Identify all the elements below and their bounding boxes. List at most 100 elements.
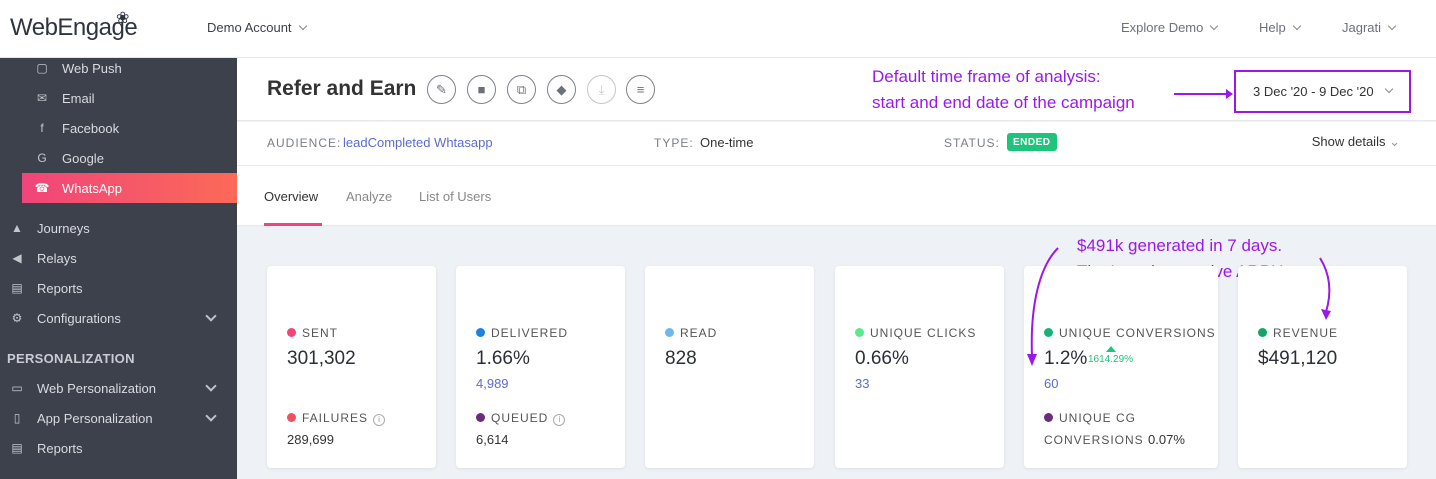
- tab-overview[interactable]: Overview: [264, 189, 319, 204]
- unique-clicks-value: 0.66%: [855, 348, 909, 369]
- pencil-icon: ✎: [436, 81, 447, 97]
- failures-label: FAILURES i: [287, 411, 386, 426]
- sidebar-item-web-personalization[interactable]: ▭ Web Personalization: [0, 373, 237, 403]
- report-icon: ▤: [11, 441, 23, 455]
- rocket-icon: ▲: [11, 221, 23, 235]
- sidebar-item-email[interactable]: ✉ Email: [0, 83, 237, 113]
- read-dot: [665, 328, 674, 337]
- chevron-down-icon: [205, 410, 217, 422]
- chevron-down-icon: [1384, 84, 1393, 93]
- tab-list-of-users[interactable]: List of Users: [419, 189, 492, 204]
- bird-icon: ❀: [116, 10, 129, 27]
- sidebar-item-relays[interactable]: ◀ Relays: [0, 243, 237, 273]
- sidebar-item-reports[interactable]: ▤ Reports: [0, 273, 237, 303]
- failures-value: 289,699: [287, 432, 334, 447]
- envelope-icon: ✉: [36, 91, 48, 105]
- notes-button[interactable]: ≡: [626, 75, 655, 104]
- uplift-indicator: 1614.29%: [1088, 346, 1133, 365]
- browser-icon: ▢: [36, 61, 48, 75]
- megaphone-icon: ◀: [12, 251, 22, 265]
- copy-icon: ⧉: [516, 81, 527, 97]
- mobile-icon: ▯: [13, 411, 21, 425]
- google-icon: G: [37, 151, 47, 165]
- audience-label: AUDIENCE:: [267, 136, 342, 150]
- failures-dot: [287, 413, 296, 422]
- tab-analyze[interactable]: Analyze: [346, 189, 393, 204]
- status-badge: ENDED: [1007, 133, 1057, 151]
- duplicate-button[interactable]: ⧉: [507, 75, 536, 104]
- delivered-count[interactable]: 4,989: [476, 376, 509, 391]
- info-icon[interactable]: i: [553, 413, 566, 426]
- delete-button[interactable]: ■: [467, 75, 496, 104]
- revenue-value: $491,120: [1258, 348, 1338, 369]
- tab-bar: Overview Analyze List of Users: [237, 166, 1436, 226]
- queued-label: QUEUED i: [476, 411, 566, 426]
- sidebar-item-web-push[interactable]: ▢ Web Push: [0, 53, 237, 83]
- sidebar-item-personalization-reports[interactable]: ▤ Reports: [0, 433, 237, 463]
- explore-demo-menu[interactable]: Explore Demo: [1121, 20, 1219, 35]
- unique-clicks-label: UNIQUE CLICKS: [855, 326, 976, 340]
- chevron-down-icon: [205, 310, 217, 322]
- revenue-dot: [1258, 328, 1267, 337]
- sidebar-item-whatsapp[interactable]: ☎ WhatsApp: [22, 173, 237, 203]
- account-switcher[interactable]: Demo Account: [207, 20, 307, 35]
- tag-icon: ◆: [556, 81, 567, 97]
- date-annotation: Default time frame of analysis: start an…: [872, 67, 1135, 112]
- sent-dot: [287, 328, 296, 337]
- trash-icon: ■: [477, 82, 486, 97]
- unique-conversions-value: 1.2%: [1044, 348, 1088, 369]
- report-icon: ▤: [11, 281, 23, 295]
- help-menu[interactable]: Help: [1259, 20, 1301, 35]
- annotation-arrow-icon: [1027, 247, 1059, 366]
- up-arrow-icon: [1105, 346, 1116, 352]
- chevron-down-icon: [1292, 21, 1301, 31]
- unique-clicks-card: UNIQUE CLICKS 0.66% 33: [835, 266, 1004, 468]
- unique-conversions-count[interactable]: 60: [1044, 376, 1059, 391]
- active-tab-indicator: [264, 223, 322, 226]
- sent-card: SENT 301,302 FAILURES i 289,699: [267, 266, 436, 468]
- sidebar-item-journeys[interactable]: ▲ Journeys: [0, 213, 237, 243]
- show-details-toggle[interactable]: Show details ⌄: [1311, 134, 1400, 149]
- revenue-card: REVENUE $491,120: [1238, 266, 1407, 468]
- read-value: 828: [665, 348, 697, 369]
- unique-conversions-dot: [1044, 328, 1053, 337]
- delivered-label: DELIVERED: [476, 326, 568, 340]
- read-label: READ: [665, 326, 717, 340]
- facebook-icon: f: [40, 121, 44, 135]
- unique-cg-dot: [1044, 413, 1053, 422]
- download-icon: ⤓: [598, 81, 605, 97]
- campaign-meta: AUDIENCE: leadCompleted Whtasapp TYPE: O…: [237, 122, 1436, 166]
- chevron-down-icon: [1210, 21, 1219, 31]
- webengage-logo[interactable]: WebEngage ❀: [10, 10, 138, 41]
- unique-cg-label: UNIQUE CG: [1044, 411, 1136, 425]
- unique-conversions-card: UNIQUE CONVERSIONS 1.2% 1614.29% 60 UNIQ…: [1024, 266, 1218, 468]
- download-button[interactable]: ⤓: [587, 75, 616, 104]
- personalization-heading: PERSONALIZATION: [7, 351, 135, 366]
- delivered-dot: [476, 328, 485, 337]
- user-menu[interactable]: Jagrati: [1342, 20, 1397, 35]
- sidebar-item-app-personalization[interactable]: ▯ App Personalization: [0, 403, 237, 433]
- info-icon[interactable]: i: [373, 413, 386, 426]
- sidebar-item-facebook[interactable]: f Facebook: [0, 113, 237, 143]
- double-chevron-icon: ⌄: [1389, 134, 1400, 149]
- page-title: Refer and Earn: [267, 77, 417, 100]
- whatsapp-icon: ☎: [34, 181, 50, 195]
- audience-link[interactable]: leadCompleted Whtasapp: [343, 135, 493, 150]
- status-label: STATUS:: [944, 136, 1000, 150]
- date-range-picker[interactable]: 3 Dec '20 - 9 Dec '20: [1234, 70, 1411, 113]
- edit-button[interactable]: ✎: [427, 75, 456, 104]
- queued-dot: [476, 413, 485, 422]
- annotation-arrow-icon: [1319, 257, 1331, 320]
- unique-conversions-label: UNIQUE CONVERSIONS: [1044, 326, 1216, 340]
- sidebar-item-configurations[interactable]: ⚙ Configurations: [0, 303, 237, 333]
- unique-cg-label-2: CONVERSIONS 0.07%: [1044, 432, 1185, 447]
- top-bar: WebEngage ❀ Demo Account Explore Demo Hel…: [0, 0, 1436, 58]
- sidebar-item-google[interactable]: G Google: [0, 143, 237, 173]
- unique-clicks-count[interactable]: 33: [855, 376, 870, 391]
- queued-value: 6,614: [476, 432, 509, 447]
- campaign-header: Refer and Earn ✎ ■ ⧉ ◆ ⤓ ≡ Default time …: [237, 58, 1436, 121]
- revenue-label: REVENUE: [1258, 326, 1338, 340]
- delivered-value: 1.66%: [476, 348, 530, 369]
- browser-icon: ▭: [11, 381, 23, 395]
- tag-button[interactable]: ◆: [547, 75, 576, 104]
